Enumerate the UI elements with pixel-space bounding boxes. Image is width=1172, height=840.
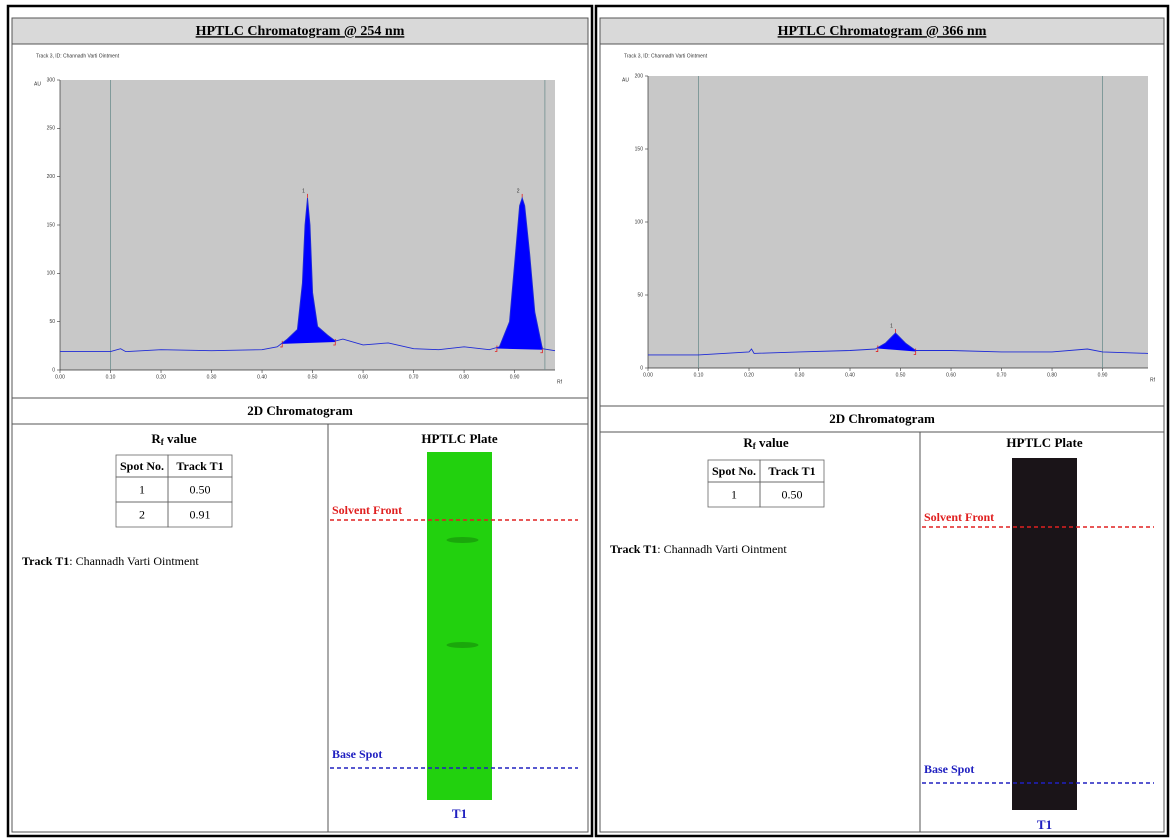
plate xyxy=(1012,458,1077,810)
panel-title: HPTLC Chromatogram @ 254 nm xyxy=(196,24,405,39)
plate-heading: HPTLC Plate xyxy=(421,431,497,446)
table-cell xyxy=(167,501,233,528)
title-bar xyxy=(599,17,1165,45)
x-tick-label: 0.30 xyxy=(207,374,217,380)
table-header: Track T1 xyxy=(176,459,223,473)
table-header: Spot No. xyxy=(120,459,164,473)
section-title: 2D Chromatogram xyxy=(829,411,935,426)
plate-spot xyxy=(446,642,479,648)
panel-frame xyxy=(594,4,1170,838)
plate-spot xyxy=(446,537,479,543)
peak-label: 1 xyxy=(302,188,305,194)
peak-area xyxy=(282,197,336,344)
title-bar xyxy=(11,17,589,45)
x-tick-label: 0.40 xyxy=(257,374,267,380)
x-tick-label: 0.50 xyxy=(896,372,906,378)
y-tick-label: 0 xyxy=(52,367,55,373)
track-note-text: : Channadh Varti Ointment xyxy=(657,542,787,556)
rf-heading-part: f xyxy=(161,437,165,447)
track-label: Track 3, ID: Channadh Varti Ointment xyxy=(624,53,708,59)
plate-heading: HPTLC Plate xyxy=(1006,435,1082,450)
y-tick-label: 200 xyxy=(47,174,56,180)
x-tick-label: 0.40 xyxy=(845,372,855,378)
trace-line xyxy=(60,196,556,353)
panel-title: HPTLC Chromatogram @ 366 nm xyxy=(778,24,987,39)
y-tick-label: 150 xyxy=(47,222,56,228)
x-tick-label: 0.70 xyxy=(409,374,419,380)
track-note: Track T1: Channadh Varti Ointment xyxy=(610,542,787,556)
plate xyxy=(427,452,492,800)
x-tick-label: 0.80 xyxy=(1047,372,1057,378)
x-tick-label: 0.00 xyxy=(55,374,65,380)
x-tick-label: 0.90 xyxy=(510,374,520,380)
peak-label: 1 xyxy=(890,323,893,329)
track-label: Track 3, ID: Channadh Varti Ointment xyxy=(36,53,120,59)
table-value: 1 xyxy=(139,482,145,496)
table-cell xyxy=(759,481,825,508)
y-tick-label: 50 xyxy=(637,292,643,298)
rf-heading-part: R xyxy=(743,435,753,450)
x-tick-label: 0.90 xyxy=(1098,372,1108,378)
rf-heading-part: value xyxy=(164,431,197,446)
base-spot-label: Base Spot xyxy=(332,747,382,761)
section-title: 2D Chromatogram xyxy=(247,403,353,418)
x-tick-label: 0.00 xyxy=(643,372,653,378)
y-axis-label: AU xyxy=(622,77,629,83)
base-spot-label: Base Spot xyxy=(924,762,974,776)
table-value: 0.91 xyxy=(190,507,211,521)
table-value: 1 xyxy=(731,487,737,501)
x-tick-label: 0.20 xyxy=(156,374,166,380)
rf-heading-part: R xyxy=(151,431,161,446)
x-tick-label: 0.10 xyxy=(106,374,116,380)
track-note: Track T1: Channadh Varti Ointment xyxy=(22,554,199,568)
x-axis-label: Rf xyxy=(557,379,563,385)
solvent-front-label: Solvent Front xyxy=(924,510,994,524)
y-tick-label: 50 xyxy=(49,319,55,325)
peak-area xyxy=(496,197,543,350)
table-value: 0.50 xyxy=(782,487,803,501)
lane-label: T1 xyxy=(452,806,467,821)
track-note-label: Track T1 xyxy=(22,554,69,568)
y-tick-label: 250 xyxy=(47,126,56,132)
solvent-front-label: Solvent Front xyxy=(332,503,402,517)
plot-area xyxy=(648,76,1148,368)
y-tick-label: 100 xyxy=(47,271,56,277)
x-tick-label: 0.60 xyxy=(946,372,956,378)
track-note-text: : Channadh Varti Ointment xyxy=(69,554,199,568)
y-tick-label: 150 xyxy=(635,146,644,152)
panel-frame xyxy=(6,4,594,838)
rf-heading: Rf value xyxy=(151,431,196,447)
y-axis-label: AU xyxy=(34,81,41,87)
x-tick-label: 0.20 xyxy=(744,372,754,378)
x-tick-label: 0.70 xyxy=(997,372,1007,378)
x-tick-label: 0.30 xyxy=(795,372,805,378)
table-header: Track T1 xyxy=(768,464,815,478)
lane-label: T1 xyxy=(1037,817,1052,832)
x-tick-label: 0.80 xyxy=(459,374,469,380)
table-value: 0.50 xyxy=(190,482,211,496)
table-header: Spot No. xyxy=(712,464,756,478)
y-tick-label: 100 xyxy=(635,219,644,225)
rf-heading: Rf value xyxy=(743,435,788,451)
x-tick-label: 0.50 xyxy=(308,374,318,380)
y-tick-label: 200 xyxy=(635,73,644,79)
rf-heading-part: value xyxy=(756,435,789,450)
y-tick-label: 300 xyxy=(47,77,56,83)
x-axis-label: Rf xyxy=(1150,377,1156,383)
track-note-label: Track T1 xyxy=(610,542,657,556)
peak-area xyxy=(877,332,916,352)
trace-line xyxy=(648,332,1149,356)
table-value: 2 xyxy=(139,507,145,521)
y-tick-label: 0 xyxy=(640,365,643,371)
rf-heading-part: f xyxy=(753,441,757,451)
x-tick-label: 0.10 xyxy=(694,372,704,378)
peak-label: 2 xyxy=(517,188,520,194)
x-tick-label: 0.60 xyxy=(358,374,368,380)
